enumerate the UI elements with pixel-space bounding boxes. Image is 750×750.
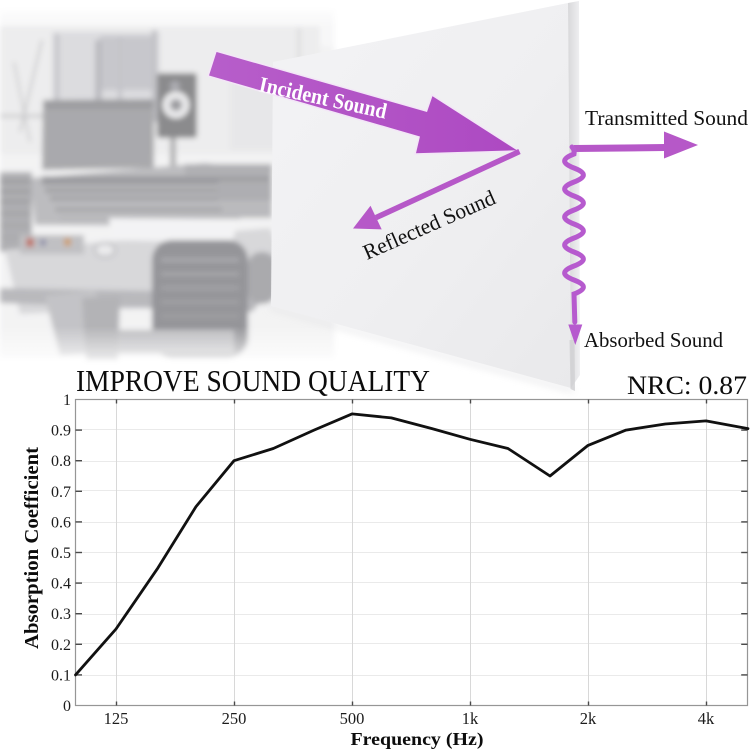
svg-text:0.9: 0.9 (51, 423, 71, 440)
svg-text:0.7: 0.7 (51, 484, 71, 501)
svg-text:0.5: 0.5 (51, 545, 71, 562)
svg-text:Frequency (Hz): Frequency (Hz) (351, 729, 484, 749)
svg-text:0.8: 0.8 (51, 453, 71, 470)
svg-text:0: 0 (63, 698, 71, 715)
svg-text:0.3: 0.3 (51, 606, 71, 623)
svg-text:1: 1 (63, 392, 71, 409)
svg-text:Absorbed Sound: Absorbed Sound (584, 329, 724, 352)
svg-text:2k: 2k (580, 709, 597, 728)
svg-text:Absorption Coefficient: Absorption Coefficient (21, 447, 43, 649)
svg-text:IMPROVE SOUND QUALITY: IMPROVE SOUND QUALITY (76, 363, 430, 398)
svg-text:0.6: 0.6 (51, 514, 71, 531)
svg-text:Transmitted Sound: Transmitted Sound (585, 106, 748, 130)
svg-text:0.1: 0.1 (51, 667, 71, 684)
svg-text:4k: 4k (698, 709, 715, 728)
svg-text:250: 250 (222, 709, 247, 728)
svg-text:0.2: 0.2 (51, 637, 71, 654)
svg-text:1k: 1k (462, 709, 479, 728)
svg-text:125: 125 (104, 709, 129, 728)
svg-text:0.4: 0.4 (51, 576, 71, 593)
svg-text:NRC: 0.87: NRC: 0.87 (627, 371, 747, 400)
svg-text:500: 500 (340, 709, 365, 728)
